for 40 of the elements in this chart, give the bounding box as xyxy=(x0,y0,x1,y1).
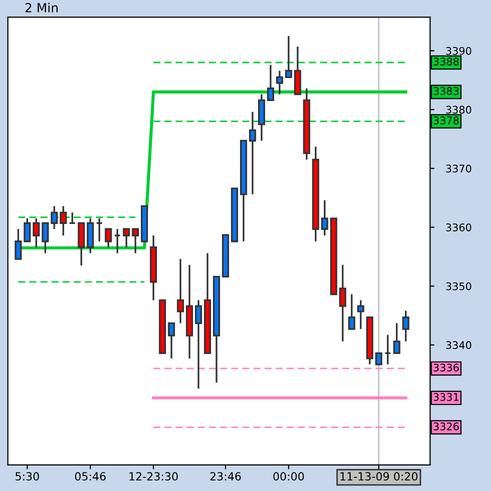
x-tick-label: 05:46 xyxy=(75,472,106,481)
y-tick-label: 3370 xyxy=(446,164,472,173)
x-tick-label: 00:00 xyxy=(273,472,304,481)
candlestick xyxy=(168,322,175,360)
x-tick-label: 12-23:30 xyxy=(130,472,178,481)
candlestick xyxy=(132,228,139,254)
x-tick-label: 5:30 xyxy=(16,472,39,481)
text: 3388 xyxy=(434,58,459,66)
candlestick xyxy=(96,218,103,242)
candlestick xyxy=(104,228,112,248)
candlestick xyxy=(249,111,256,196)
candlestick xyxy=(114,228,121,254)
candlestick xyxy=(68,212,76,224)
candlestick xyxy=(348,294,356,330)
candlestick xyxy=(357,299,364,330)
text: 3383 xyxy=(434,87,459,95)
x-tick-label: 23:46 xyxy=(210,472,241,481)
candlestick xyxy=(339,264,346,342)
x-tick-label: 11-13-09 0:20 xyxy=(340,472,418,481)
candlestick xyxy=(285,35,292,78)
candlestick xyxy=(267,64,274,101)
candlestick xyxy=(402,310,410,342)
candlestick xyxy=(176,258,184,324)
candlestick xyxy=(122,228,130,248)
y-tick-label: 3360 xyxy=(446,223,472,232)
y-tick-label: 3390 xyxy=(446,46,472,55)
candlestick xyxy=(321,199,328,236)
candlestick xyxy=(194,299,202,390)
candlestick xyxy=(294,46,302,96)
candlestick xyxy=(393,322,400,354)
text: 3378 xyxy=(434,116,459,124)
text: 3331 xyxy=(434,393,458,401)
chart-title: 2 Min xyxy=(25,2,58,12)
candlestick xyxy=(384,334,392,366)
candlestick xyxy=(276,70,284,96)
text: 3326 xyxy=(434,422,459,430)
text: 3336 xyxy=(434,364,459,372)
y-tick-label: 3340 xyxy=(446,341,472,350)
y-tick-label: 3350 xyxy=(446,282,472,290)
y-tick-label: 3380 xyxy=(446,106,472,114)
